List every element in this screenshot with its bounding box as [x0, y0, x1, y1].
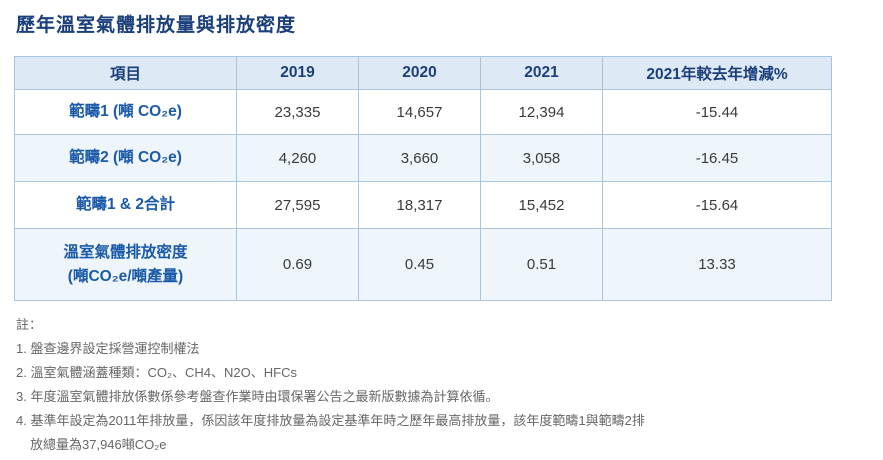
cell-2021: 15,452 [480, 181, 603, 229]
table-row: 範疇2 (噸 CO₂e) 4,260 3,660 3,058 -16.45 [14, 134, 832, 182]
cell-2019: 27,595 [236, 181, 359, 229]
note-item: 3. 年度溫室氣體排放係數係參考盤查作業時由環保署公告之最新版數據為計算依循。 [16, 389, 499, 404]
note-item-continuation: 放總量為37,946噸CO₂e [30, 437, 167, 452]
header-2020: 2020 [358, 56, 481, 90]
cell-change: -15.44 [602, 89, 832, 135]
table-row: 溫室氣體排放密度 (噸CO₂e/噸產量) 0.69 0.45 0.51 13.3… [14, 228, 832, 301]
cell-2021: 3,058 [480, 134, 603, 182]
row-label-line1: 溫室氣體排放密度 [63, 243, 188, 261]
cell-change: 13.33 [602, 228, 832, 301]
notes-heading: 註： [16, 317, 43, 332]
table-row: 範疇1 (噸 CO₂e) 23,335 14,657 12,394 -15.44 [14, 89, 832, 135]
row-label: 範疇1 & 2合計 [14, 181, 237, 229]
cell-2019: 0.69 [236, 228, 359, 301]
cell-2020: 0.45 [358, 228, 481, 301]
cell-2019: 4,260 [236, 134, 359, 182]
cell-2020: 18,317 [358, 181, 481, 229]
table-header-row: 項目 2019 2020 2021 2021年較去年增減% [14, 56, 832, 90]
note-item: 4. 基準年設定為2011年排放量，係因該年度排放量為設定基準年時之歷年最高排放… [16, 413, 645, 428]
emissions-table: 項目 2019 2020 2021 2021年較去年增減% 範疇1 (噸 CO₂… [14, 56, 832, 301]
row-label: 範疇2 (噸 CO₂e) [14, 134, 237, 182]
cell-2021: 0.51 [480, 228, 603, 301]
header-item: 項目 [14, 56, 237, 90]
cell-change: -16.45 [602, 134, 832, 182]
row-label: 範疇1 (噸 CO₂e) [14, 89, 237, 135]
cell-2020: 3,660 [358, 134, 481, 182]
header-2019: 2019 [236, 56, 359, 90]
header-change-pct: 2021年較去年增減% [602, 56, 832, 90]
cell-2020: 14,657 [358, 89, 481, 135]
cell-2021: 12,394 [480, 89, 603, 135]
row-label-line2: (噸CO₂e/噸產量) [67, 267, 184, 285]
page-title: 歷年溫室氣體排放量與排放密度 [16, 15, 297, 36]
table-row: 範疇1 & 2合計 27,595 18,317 15,452 -15.64 [14, 181, 832, 229]
cell-change: -15.64 [602, 181, 832, 229]
notes-section: 註： 1. 盤查邊界設定採營運控制權法 2. 溫室氣體涵蓋種類：CO₂、CH4、… [16, 313, 856, 457]
note-item: 1. 盤查邊界設定採營運控制權法 [16, 341, 200, 356]
row-label: 溫室氣體排放密度 (噸CO₂e/噸產量) [14, 228, 237, 301]
header-2021: 2021 [480, 56, 603, 90]
note-item: 2. 溫室氣體涵蓋種類：CO₂、CH4、N2O、HFCs [16, 365, 297, 380]
cell-2019: 23,335 [236, 89, 359, 135]
